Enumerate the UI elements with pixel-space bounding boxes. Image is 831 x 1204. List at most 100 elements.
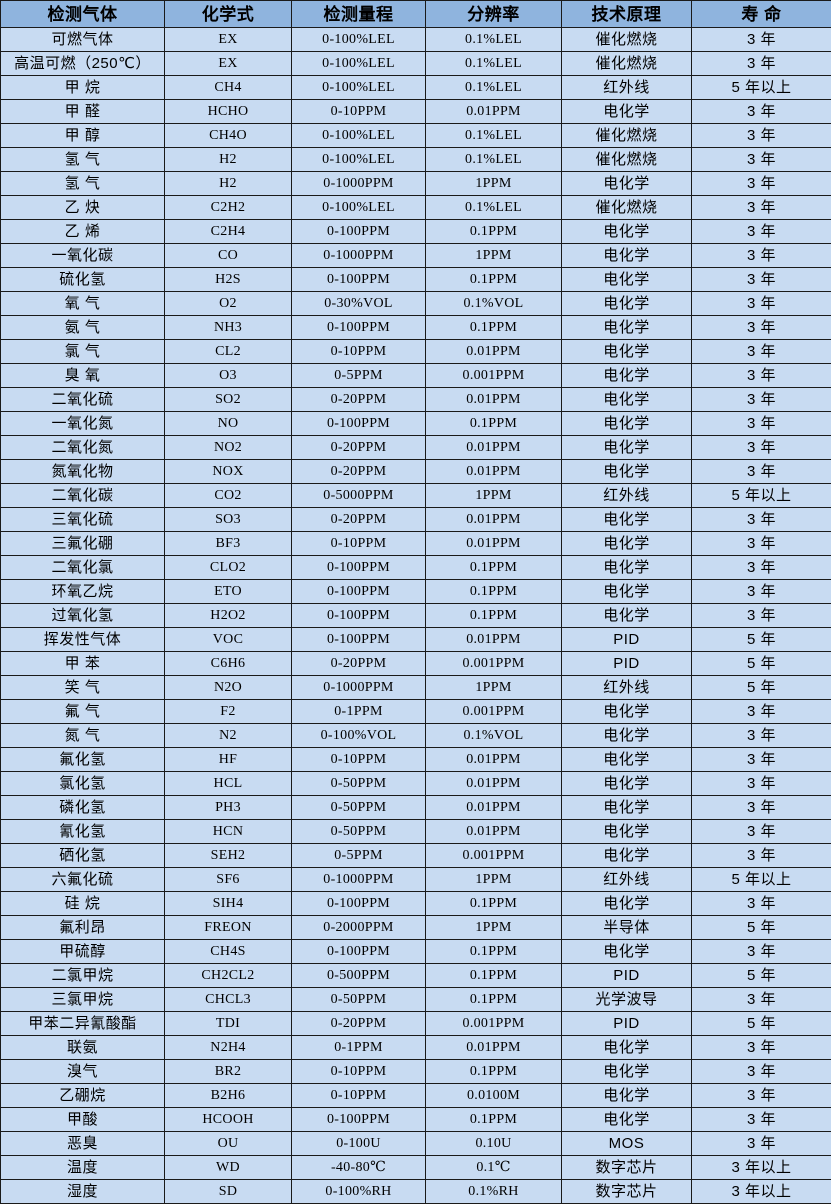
cell-lifespan: 3 年 [692, 1060, 831, 1084]
cell-detection-range: 0-50PPM [292, 772, 426, 796]
cell-technology: 电化学 [562, 1108, 692, 1132]
cell-gas-name: 氨 气 [1, 316, 165, 340]
cell-chemical-formula: OU [165, 1132, 292, 1156]
cell-lifespan: 5 年 [692, 628, 831, 652]
cell-detection-range: 0-100PPM [292, 604, 426, 628]
column-header-technology: 技术原理 [562, 1, 692, 28]
cell-lifespan: 3 年 [692, 28, 831, 52]
cell-gas-name: 高温可燃（250℃） [1, 52, 165, 76]
cell-detection-range: 0-50PPM [292, 796, 426, 820]
cell-gas-name: 恶臭 [1, 1132, 165, 1156]
cell-chemical-formula: HCL [165, 772, 292, 796]
cell-lifespan: 3 年 [692, 796, 831, 820]
cell-technology: 红外线 [562, 76, 692, 100]
cell-chemical-formula: BF3 [165, 532, 292, 556]
cell-resolution: 0.01PPM [426, 532, 562, 556]
cell-detection-range: 0-100%LEL [292, 52, 426, 76]
cell-resolution: 0.1%VOL [426, 724, 562, 748]
cell-gas-name: 一氧化碳 [1, 244, 165, 268]
cell-resolution: 0.1PPM [426, 1060, 562, 1084]
cell-gas-name: 硫化氢 [1, 268, 165, 292]
cell-chemical-formula: CO [165, 244, 292, 268]
cell-chemical-formula: PH3 [165, 796, 292, 820]
cell-technology: 电化学 [562, 436, 692, 460]
cell-technology: 电化学 [562, 340, 692, 364]
cell-detection-range: 0-5PPM [292, 364, 426, 388]
cell-technology: PID [562, 652, 692, 676]
cell-gas-name: 二氧化硫 [1, 388, 165, 412]
cell-resolution: 0.1%LEL [426, 76, 562, 100]
cell-gas-name: 硅 烷 [1, 892, 165, 916]
cell-resolution: 0.10U [426, 1132, 562, 1156]
cell-technology: 电化学 [562, 604, 692, 628]
cell-detection-range: 0-10PPM [292, 340, 426, 364]
cell-resolution: 0.001PPM [426, 844, 562, 868]
cell-lifespan: 3 年 [692, 1108, 831, 1132]
cell-lifespan: 3 年 [692, 268, 831, 292]
cell-detection-range: 0-10PPM [292, 748, 426, 772]
cell-technology: 半导体 [562, 916, 692, 940]
cell-chemical-formula: SO2 [165, 388, 292, 412]
cell-gas-name: 氯 气 [1, 340, 165, 364]
cell-chemical-formula: FREON [165, 916, 292, 940]
cell-resolution: 0.01PPM [426, 436, 562, 460]
cell-detection-range: 0-100U [292, 1132, 426, 1156]
cell-chemical-formula: H2S [165, 268, 292, 292]
cell-detection-range: 0-20PPM [292, 460, 426, 484]
cell-resolution: 0.1PPM [426, 412, 562, 436]
cell-lifespan: 5 年 [692, 916, 831, 940]
cell-technology: 电化学 [562, 820, 692, 844]
cell-gas-name: 三氟化硼 [1, 532, 165, 556]
cell-chemical-formula: C2H2 [165, 196, 292, 220]
cell-gas-name: 甲酸 [1, 1108, 165, 1132]
cell-gas-name: 甲 醛 [1, 100, 165, 124]
cell-lifespan: 3 年以上 [692, 1180, 831, 1204]
cell-resolution: 0.1℃ [426, 1156, 562, 1180]
cell-chemical-formula: CHCL3 [165, 988, 292, 1012]
cell-gas-name: 甲 苯 [1, 652, 165, 676]
cell-detection-range: 0-100%LEL [292, 76, 426, 100]
cell-technology: 电化学 [562, 892, 692, 916]
cell-lifespan: 3 年 [692, 748, 831, 772]
cell-resolution: 0.01PPM [426, 100, 562, 124]
cell-chemical-formula: B2H6 [165, 1084, 292, 1108]
cell-lifespan: 3 年 [692, 388, 831, 412]
cell-lifespan: 3 年 [692, 412, 831, 436]
cell-detection-range: 0-20PPM [292, 1012, 426, 1036]
cell-detection-range: 0-10PPM [292, 532, 426, 556]
cell-chemical-formula: H2 [165, 172, 292, 196]
cell-resolution: 0.1PPM [426, 988, 562, 1012]
cell-detection-range: 0-100PPM [292, 628, 426, 652]
cell-gas-name: 甲苯二异氰酸酯 [1, 1012, 165, 1036]
cell-resolution: 0.1PPM [426, 316, 562, 340]
cell-chemical-formula: SF6 [165, 868, 292, 892]
cell-lifespan: 3 年 [692, 124, 831, 148]
cell-resolution: 0.1PPM [426, 556, 562, 580]
cell-chemical-formula: F2 [165, 700, 292, 724]
cell-technology: PID [562, 628, 692, 652]
cell-resolution: 0.1%LEL [426, 52, 562, 76]
cell-detection-range: 0-100%VOL [292, 724, 426, 748]
cell-technology: 电化学 [562, 844, 692, 868]
cell-gas-name: 湿度 [1, 1180, 165, 1204]
cell-resolution: 0.01PPM [426, 628, 562, 652]
cell-gas-name: 三氯甲烷 [1, 988, 165, 1012]
